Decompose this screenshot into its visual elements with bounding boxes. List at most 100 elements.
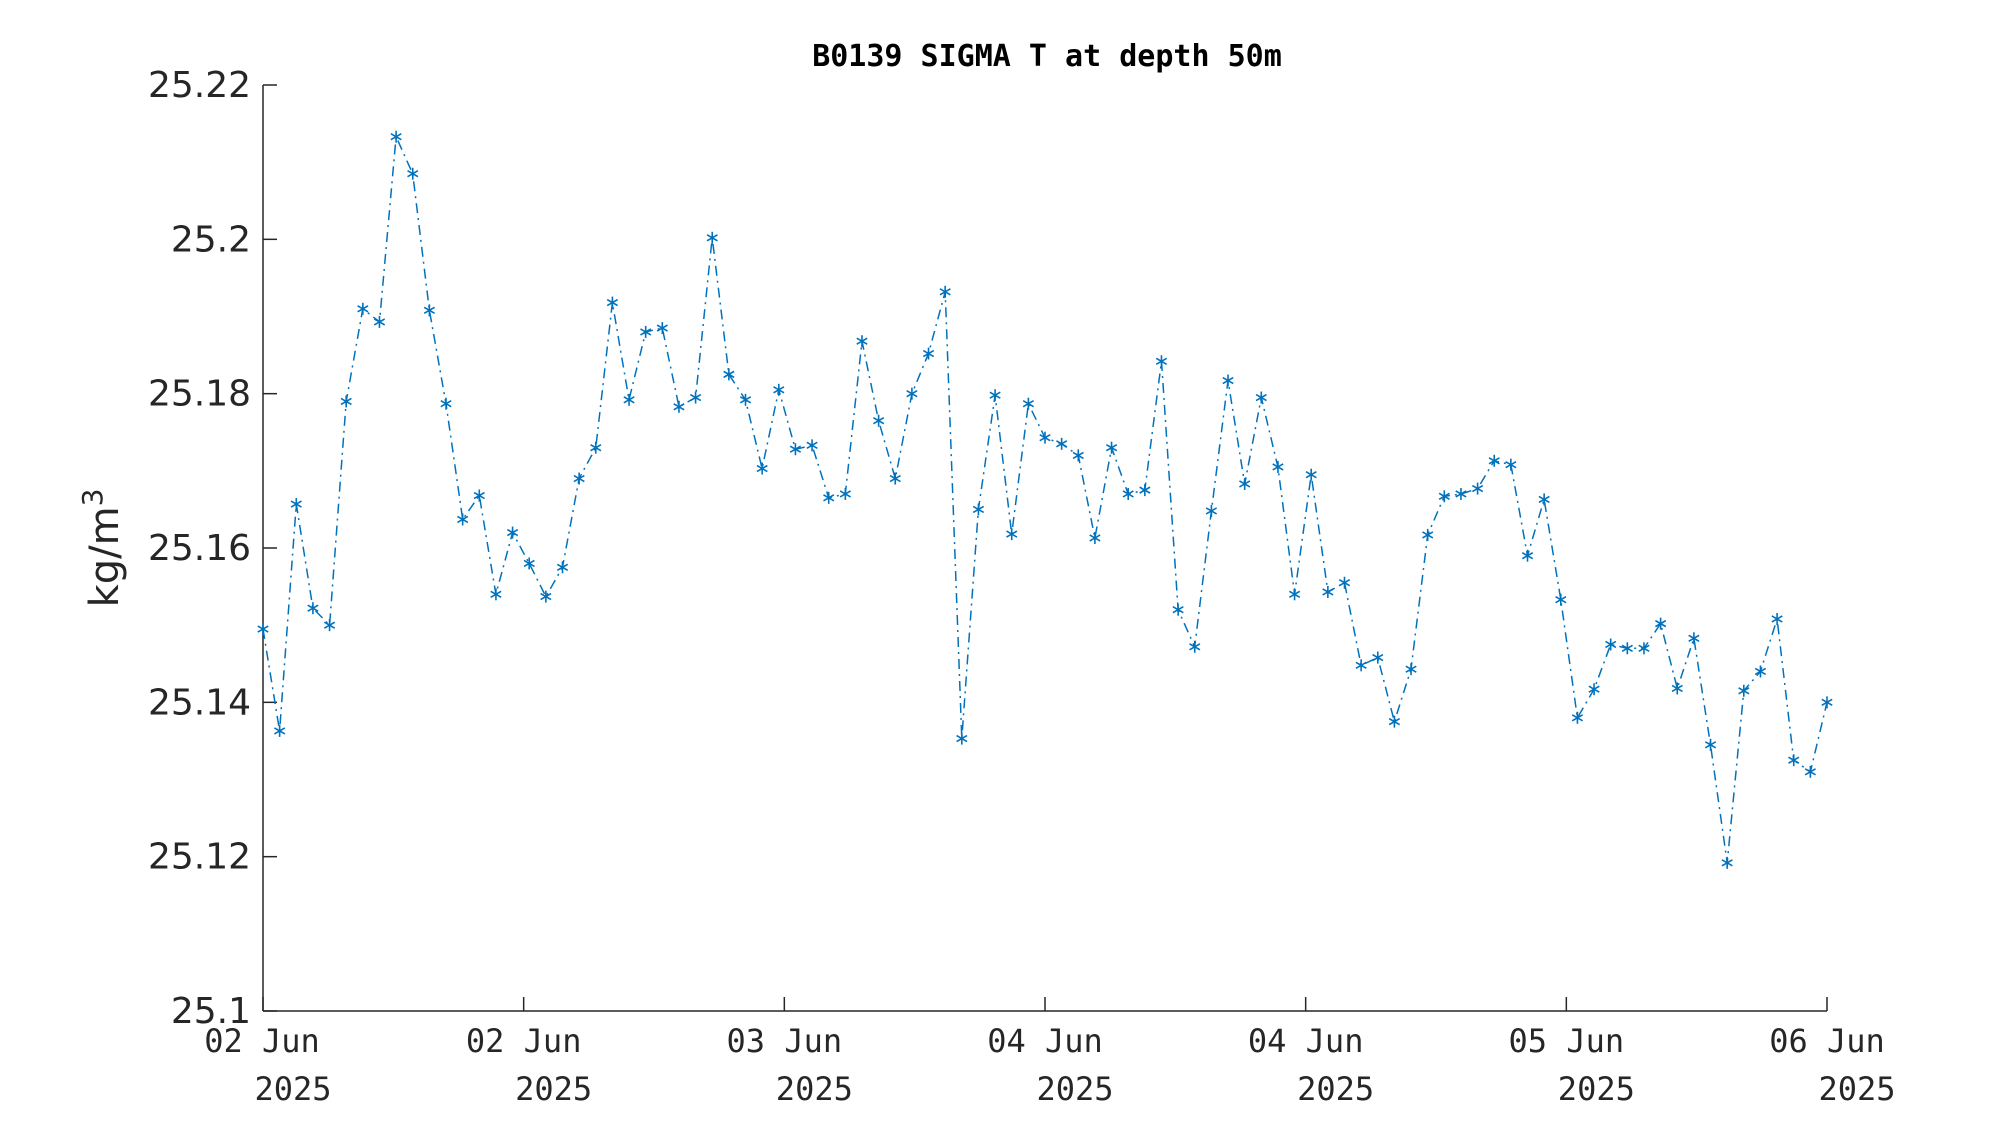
data-point: [1372, 651, 1384, 664]
data-point: [523, 557, 535, 570]
data-point: [1288, 588, 1301, 601]
data-point: [1555, 593, 1567, 606]
data-point: [906, 387, 918, 400]
data-point: [1704, 738, 1717, 751]
y-tick-label: 25.16: [148, 528, 251, 569]
data-point: [440, 397, 452, 410]
data-point: [1305, 468, 1317, 481]
data-point: [939, 285, 951, 298]
data-point: [1471, 482, 1484, 495]
data-point: [806, 439, 818, 452]
data-point: [1155, 355, 1168, 368]
data-point: [556, 561, 569, 574]
chart-title: B0139 SIGMA T at depth 50m: [812, 39, 1282, 74]
plot-axes: [262, 85, 1827, 1012]
data-point: [889, 472, 901, 485]
data-point: [1355, 659, 1367, 672]
data-point: [1338, 576, 1351, 589]
data-point: [506, 526, 519, 539]
data-point: [1654, 617, 1667, 630]
data-point: [789, 443, 802, 456]
x-tick-label-year: 2025: [1558, 1070, 1635, 1108]
data-point: [1754, 665, 1767, 678]
data-point: [956, 732, 968, 745]
x-tick-label-date: 02 Jun: [204, 1022, 320, 1060]
data-point: [856, 335, 868, 348]
x-tick-label-date: 04 Jun: [987, 1022, 1103, 1060]
data-point: [1505, 458, 1517, 471]
y-axis-ticks: 25.1 25.12 25.14 25.16 25.18 25.2 25.22: [148, 65, 277, 1032]
data-point: [1438, 490, 1450, 503]
data-point: [1122, 487, 1134, 500]
data-point: [739, 393, 752, 406]
data-point: [407, 167, 419, 180]
data-point: [1455, 487, 1467, 500]
x-tick-label-date: 05 Jun: [1509, 1022, 1625, 1060]
data-point: [623, 393, 635, 406]
y-axis-label-exponent: 3: [76, 489, 109, 507]
data-point: [1322, 585, 1334, 598]
data-point: [656, 322, 668, 335]
data-point: [307, 602, 319, 615]
y-tick-label: 25.22: [148, 65, 251, 106]
data-point: [1405, 663, 1417, 676]
data-point: [989, 389, 1001, 402]
data-point: [839, 487, 851, 500]
data-point: [723, 368, 735, 381]
data-point: [457, 513, 469, 526]
data-point: [756, 462, 768, 475]
data-point: [573, 472, 585, 485]
x-tick-label-year: 2025: [1036, 1070, 1113, 1108]
data-point: [1738, 684, 1750, 697]
data-point: [673, 400, 685, 413]
data-point: [1422, 528, 1434, 541]
y-axis-label: kg/m3: [76, 489, 128, 608]
data-point: [257, 623, 269, 636]
data-point: [274, 724, 286, 737]
y-tick-label: 25.12: [148, 837, 251, 878]
y-tick-label: 25.14: [148, 682, 251, 723]
x-tick-label-year: 2025: [776, 1070, 853, 1108]
data-point: [1105, 441, 1118, 454]
data-point: [1255, 391, 1267, 404]
data-point: [1388, 715, 1401, 728]
data-point: [373, 315, 386, 328]
y-tick-label: 25.2: [171, 219, 251, 260]
data-point: [1621, 642, 1633, 655]
data-point: [1721, 856, 1733, 869]
x-tick-label-year: 2025: [254, 1070, 331, 1108]
data-point: [773, 383, 785, 396]
data-point: [473, 489, 485, 502]
data-point: [1571, 711, 1584, 724]
series-markers: [257, 130, 1833, 869]
data-point: [689, 391, 702, 404]
data-point: [1189, 640, 1201, 653]
data-point: [1538, 493, 1550, 506]
data-point: [1139, 484, 1151, 497]
data-point: [606, 296, 619, 309]
data-point: [1222, 374, 1234, 387]
data-point: [1804, 765, 1816, 778]
data-point: [823, 491, 835, 504]
data-point: [390, 130, 402, 143]
data-point: [1771, 612, 1783, 625]
data-point: [1638, 642, 1650, 655]
y-tick-label: 25.18: [148, 374, 251, 415]
data-point: [872, 414, 885, 427]
data-point: [922, 347, 935, 360]
data-point: [1521, 549, 1534, 562]
data-point: [590, 441, 602, 454]
y-axis-label-unit: kg/m: [82, 506, 128, 607]
data-point: [1671, 682, 1683, 695]
data-point: [1172, 603, 1184, 616]
data-point: [323, 619, 336, 632]
series-line: [262, 133, 1828, 863]
y-tick-label: 25.1: [171, 991, 251, 1032]
data-point: [1488, 454, 1500, 467]
data-point: [1821, 696, 1833, 709]
data-point: [1006, 528, 1018, 541]
data-point: [1072, 449, 1084, 462]
data-point: [540, 590, 552, 603]
x-tick-label-date: 04 Jun: [1248, 1022, 1364, 1060]
